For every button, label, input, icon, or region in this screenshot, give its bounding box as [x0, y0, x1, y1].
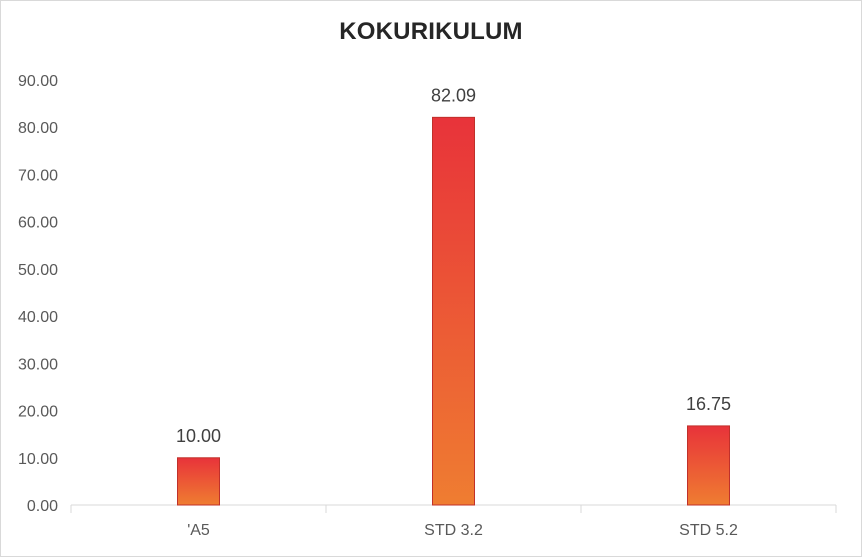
y-tick-label: 90.00 — [18, 73, 58, 90]
bar — [177, 457, 220, 506]
y-tick-label: 80.00 — [18, 120, 58, 137]
data-labels: 10.00 82.09 16.75 — [176, 85, 731, 445]
bar — [432, 116, 475, 506]
bar — [687, 425, 730, 506]
y-tick-label: 50.00 — [18, 262, 58, 279]
y-axis-tick-labels: 0.00 10.00 20.00 30.00 40.00 50.00 60.00 70.00 8… — [18, 73, 58, 515]
y-tick-label: 10.00 — [18, 451, 58, 468]
x-category-label: STD 3.2 — [424, 522, 483, 539]
y-tick-label: 70.00 — [18, 167, 58, 184]
y-tick-label: 40.00 — [18, 309, 58, 326]
bar-data-label: 16.75 — [686, 394, 731, 414]
bar-data-label: 10.00 — [176, 426, 221, 446]
bar-data-label: 82.09 — [431, 85, 476, 105]
x-category-label: STD 5.2 — [679, 522, 738, 539]
x-axis — [70, 504, 837, 513]
y-tick-label: 60.00 — [18, 215, 58, 232]
x-category-label: 'A5 — [187, 522, 210, 539]
chart-title: KOKURIKULUM — [339, 18, 523, 45]
y-tick-label: 30.00 — [18, 356, 58, 373]
category-labels: 'A5 STD 3.2 STD 5.2 — [187, 522, 738, 539]
y-tick-label: 20.00 — [18, 404, 58, 421]
bars — [177, 116, 730, 506]
y-tick-label: 0.00 — [27, 498, 58, 515]
